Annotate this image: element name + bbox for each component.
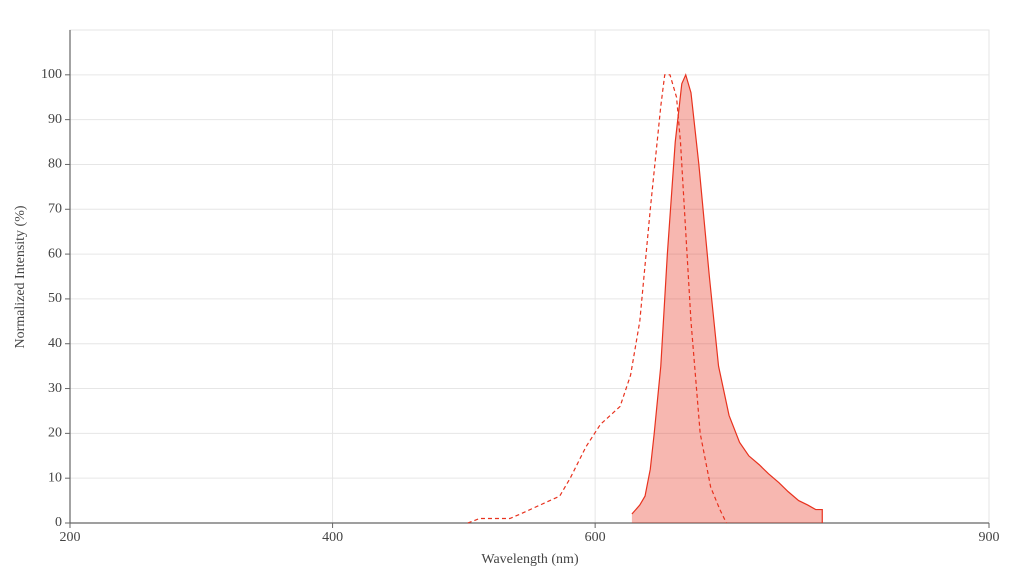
y-tick-label: 10 [48,470,62,485]
line [467,74,727,524]
x-axis-label: Wavelength (nm) [481,552,579,567]
area [631,74,823,524]
y-tick-label: 30 [48,381,62,396]
y-tick-label: 60 [48,246,62,261]
x-tick-label: 600 [585,530,606,545]
y-tick-label: 70 [48,201,62,216]
x-tick-label: 200 [60,530,81,545]
y-tick-label: 20 [48,426,62,441]
y-tick-label: 90 [48,112,62,127]
y-tick-label: 50 [48,291,62,306]
line [631,73,823,523]
x-tick-label: 400 [322,530,343,545]
plot-frame [69,29,990,524]
y-tick-label: 0 [55,515,62,530]
y-axis-label: Normalized Intensity (%) [13,205,28,348]
y-tick-label: 80 [48,157,62,172]
x-tick-label: 900 [979,530,1000,545]
y-tick-label: 100 [41,67,62,82]
y-tick-label: 40 [48,336,62,351]
